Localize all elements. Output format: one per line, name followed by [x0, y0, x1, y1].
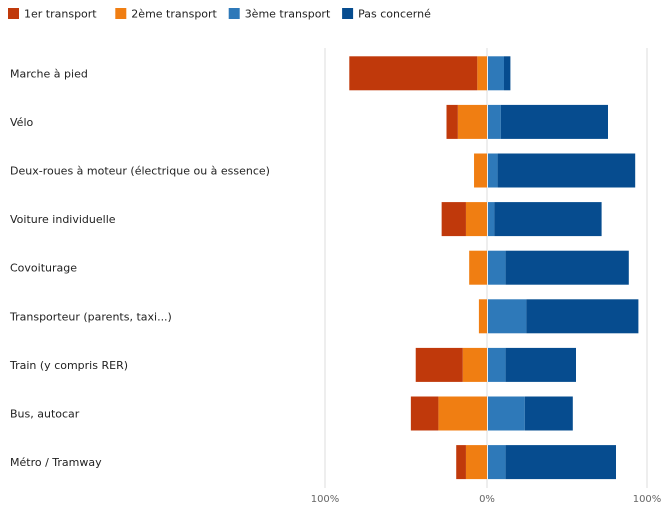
category-label: Deux-roues à moteur (électrique ou à ess… — [10, 165, 270, 178]
bar-segment — [446, 104, 458, 139]
bar-segment — [349, 56, 478, 91]
bar-segment — [488, 445, 506, 480]
legend-label: 1er transport — [24, 8, 97, 21]
x-tick-label: 0% — [479, 494, 495, 505]
bar-segment — [477, 56, 487, 91]
bar-segment — [505, 445, 616, 480]
bar-segment — [469, 250, 487, 285]
bar-segment — [504, 56, 511, 91]
bar-segment — [415, 347, 463, 382]
category-label: Vélo — [10, 116, 33, 129]
bar-segment — [505, 250, 629, 285]
bars — [349, 56, 639, 480]
category-labels: Marche à pied Vélo Deux-roues à moteur (él… — [9, 67, 270, 469]
bar-segment — [488, 299, 527, 334]
bar-segment — [441, 202, 466, 237]
category-label: Marche à pied — [10, 67, 88, 80]
x-axis-ticks: 100% 0% 100% — [311, 494, 661, 505]
category-label: Covoiturage — [10, 262, 77, 275]
legend-label: 2ème transport — [131, 8, 217, 21]
bar-segment — [505, 347, 576, 382]
bar-segment — [465, 445, 487, 480]
bar-segment — [410, 396, 439, 431]
bar-segment — [478, 299, 487, 334]
x-tick-label: 100% — [311, 494, 340, 505]
legend-swatch — [8, 8, 19, 19]
category-label: Bus, autocar — [10, 408, 80, 421]
legend-swatch — [228, 8, 240, 19]
bar-segment — [438, 396, 487, 431]
legend-label: Pas concerné — [358, 8, 431, 21]
legend-swatch — [342, 8, 354, 19]
bar-segment — [457, 104, 487, 139]
legend-swatch — [115, 8, 127, 19]
bar-segment — [456, 445, 466, 480]
bar-segment — [488, 202, 495, 237]
x-tick-label: 100% — [633, 494, 661, 505]
legend: 1er transport 2ème transport 3ème transpor… — [8, 8, 431, 21]
bar-segment — [497, 153, 636, 188]
bar-segment — [494, 202, 602, 237]
category-label: Voiture individuelle — [10, 213, 116, 226]
bar-segment — [465, 202, 487, 237]
category-label: Métro / Tramway — [10, 456, 102, 469]
bar-segment — [488, 153, 498, 188]
bar-segment — [500, 104, 608, 139]
bar-segment — [524, 396, 573, 431]
bar-segment — [488, 396, 525, 431]
bar-segment — [488, 347, 506, 382]
legend-label: 3ème transport — [245, 8, 331, 21]
category-label: Transporteur (parents, taxi...) — [9, 310, 172, 323]
bar-segment — [526, 299, 639, 334]
bar-segment — [462, 347, 487, 382]
bar-segment — [474, 153, 487, 188]
bar-segment — [488, 250, 506, 285]
bar-segment — [488, 104, 501, 139]
category-label: Train (y compris RER) — [9, 359, 128, 372]
bar-segment — [488, 56, 504, 91]
